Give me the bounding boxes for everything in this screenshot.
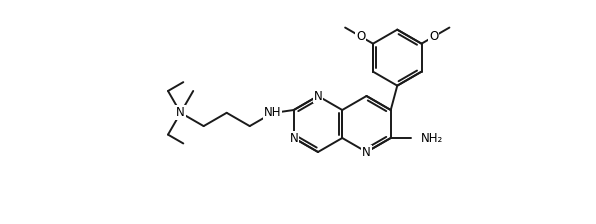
Text: O: O [429, 30, 438, 43]
Text: N: N [176, 106, 185, 119]
Text: N: N [290, 131, 298, 144]
Text: NH₂: NH₂ [421, 131, 443, 144]
Text: NH: NH [264, 106, 281, 119]
Text: N: N [362, 146, 371, 159]
Text: O: O [356, 30, 365, 43]
Text: N: N [313, 90, 322, 103]
